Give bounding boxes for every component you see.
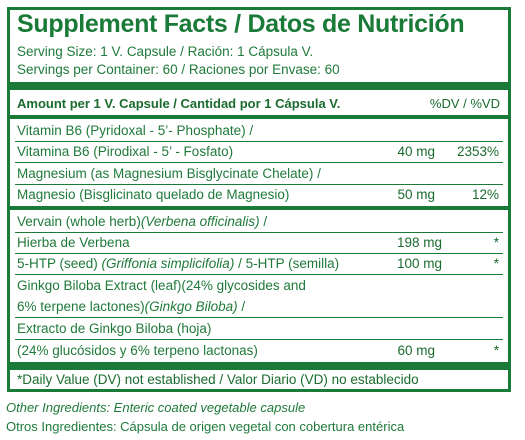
ingredient-ginkgo-dv: * <box>493 343 499 358</box>
ingredient-vitamin-b6-line2: Vitamina B6 (Pirodixal - 5’ - Fosfato) <box>17 144 234 159</box>
supplement-facts-panel: Supplement Facts / Datos de Nutrición Se… <box>7 7 511 392</box>
row-divider <box>15 253 503 254</box>
ingredient-vervain-amount: 198 mg <box>396 235 442 250</box>
otros-ingredientes: Otros Ingredientes: Cápsula de origen ve… <box>6 419 405 434</box>
ingredient-ginkgo-amount: 60 mg <box>397 343 435 358</box>
panel-title: Supplement Facts / Datos de Nutrición <box>17 10 465 38</box>
ingredient-5htp-line1: 5-HTP (seed) (Griffonia simplicifolia) /… <box>17 256 340 271</box>
ingredient-ginkgo-line2: 6% terpene lactones)(Ginkgo Biloba) / <box>17 299 246 314</box>
row-divider <box>15 232 503 233</box>
header-divider <box>10 115 508 119</box>
dv-header: %DV / %VD <box>429 96 500 111</box>
ingredient-vervain-dv: * <box>493 235 499 250</box>
ingredient-ginkgo-line1: Ginkgo Biloba Extract (leaf)(24% glycosi… <box>17 278 306 293</box>
footer-divider <box>10 362 508 370</box>
row-divider <box>15 162 503 163</box>
ingredient-ginkgo-line4: (24% glucósidos y 6% terpeno lactonas) <box>17 343 258 358</box>
section-divider <box>10 206 508 210</box>
ingredient-magnesium-line2: Magnesio (Bisglicinato quelado de Magnes… <box>17 187 290 202</box>
ingredient-vervain-line1: Vervain (whole herb)(Verbena officinalis… <box>17 214 268 229</box>
row-divider <box>15 141 503 142</box>
ingredient-magnesium-amount: 50 mg <box>397 187 435 202</box>
ingredient-ginkgo-line3: Extracto de Ginkgo Biloba (hoja) <box>17 321 212 336</box>
ingredient-vitamin-b6-dv: 2353% <box>456 144 499 159</box>
ingredient-magnesium-dv: 12% <box>471 187 499 202</box>
servings-per-container: Servings per Container: 60 / Raciones po… <box>17 62 340 77</box>
daily-value-footnote: *Daily Value (DV) not established / Valo… <box>17 372 419 387</box>
ingredient-5htp-amount: 100 mg <box>396 256 442 271</box>
ingredient-vitamin-b6-amount: 40 mg <box>397 144 435 159</box>
ingredient-5htp-dv: * <box>493 256 499 271</box>
other-ingredients: Other Ingredients: Enteric coated vegeta… <box>6 400 306 415</box>
ingredient-magnesium-line1: Magnesium (as Magnesium Bisglycinate Che… <box>17 166 321 181</box>
row-divider <box>15 184 503 185</box>
ingredient-vitamin-b6-line1: Vitamin B6 (Pyridoxal - 5’- Phosphate) / <box>17 123 254 138</box>
amount-header: Amount per 1 V. Capsule / Cantidad por 1… <box>17 96 341 111</box>
row-divider <box>15 339 503 340</box>
serving-size: Serving Size: 1 V. Capsule / Ración: 1 C… <box>17 44 314 59</box>
row-divider <box>15 317 503 318</box>
row-divider <box>15 274 503 275</box>
ingredient-vervain-line2: Hierba de Verbena <box>17 235 130 250</box>
thick-divider <box>10 82 508 90</box>
